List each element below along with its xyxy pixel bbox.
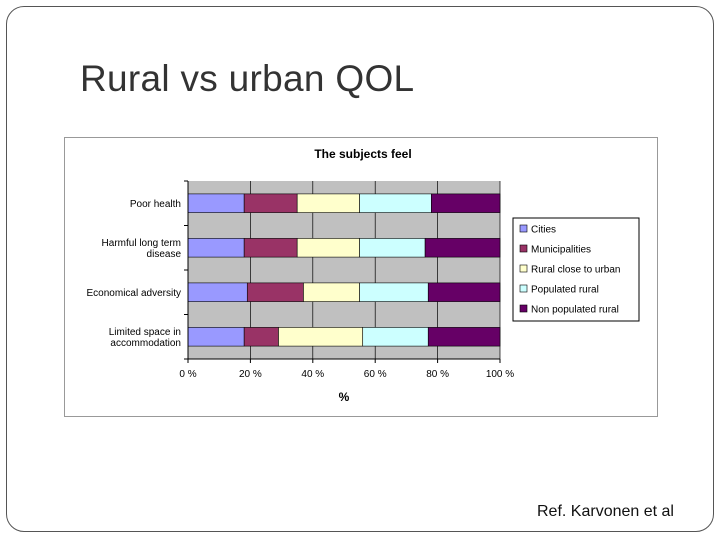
legend-label: Rural close to urban xyxy=(531,265,621,276)
bar-segment xyxy=(278,327,364,347)
legend-label: Cities xyxy=(531,225,556,236)
category-label: disease xyxy=(147,249,182,260)
bar-segment xyxy=(246,282,304,302)
legend-label: Populated rural xyxy=(531,285,599,296)
bar-segment xyxy=(187,193,245,213)
bar-segment xyxy=(187,327,245,347)
x-tick-label: 60 % xyxy=(364,369,387,380)
legend: Cities Municipalities Rural close to urban… xyxy=(512,217,640,322)
category-label: Economical adversity xyxy=(87,288,181,299)
legend-swatch xyxy=(519,304,528,313)
axes: 0 % 20 % 40 % 60 % 80 % 100 % Poor health Harmf… xyxy=(87,180,514,380)
bar-segment xyxy=(187,238,245,258)
x-tick-label: 0 % xyxy=(179,369,196,380)
legend-swatch xyxy=(519,284,528,293)
reference-citation: Ref. Karvonen et al xyxy=(537,503,674,520)
bar-segment xyxy=(359,282,429,302)
bar-segment xyxy=(362,327,429,347)
chart-title: The subjects feel xyxy=(314,147,411,161)
category-label: Harmful long term xyxy=(102,238,181,249)
category-label: Limited space in xyxy=(109,327,181,338)
x-tick-label: 100 % xyxy=(486,369,514,380)
bar-segment xyxy=(296,193,360,213)
bar-segment xyxy=(296,238,360,258)
category-label: Poor health xyxy=(130,199,181,210)
legend-swatch xyxy=(519,264,528,273)
bar-segment xyxy=(427,327,501,347)
chart-box: 0 % 20 % 40 % 60 % 80 % 100 % Poor health Harmf… xyxy=(64,137,658,417)
bar-segment xyxy=(303,282,360,302)
bar-segment xyxy=(359,238,426,258)
stacked-bar-chart: 0 % 20 % 40 % 60 % 80 % 100 % Poor health Harmf… xyxy=(87,147,640,404)
legend-swatch xyxy=(519,224,528,233)
bar-segment xyxy=(431,193,501,213)
x-tick-label: 40 % xyxy=(301,369,324,380)
bars xyxy=(187,193,501,347)
bar-segment xyxy=(427,282,501,302)
x-tick-label: 80 % xyxy=(426,369,449,380)
bar-segment xyxy=(243,193,298,213)
bar-segment xyxy=(424,238,501,258)
bar-segment xyxy=(243,238,298,258)
bar-segment xyxy=(359,193,432,213)
legend-swatch xyxy=(519,244,528,253)
slide-title: Rural vs urban QOL xyxy=(80,58,415,99)
legend-label: Non populated rural xyxy=(531,305,619,316)
legend-box xyxy=(512,217,640,322)
x-tick-label: 20 % xyxy=(239,369,262,380)
bar-segment xyxy=(243,327,279,347)
bar-segment xyxy=(187,282,248,302)
category-label: accommodation xyxy=(110,338,181,349)
slide-frame xyxy=(6,6,714,532)
x-axis-title: % xyxy=(339,390,350,404)
legend-label: Municipalities xyxy=(531,245,591,256)
